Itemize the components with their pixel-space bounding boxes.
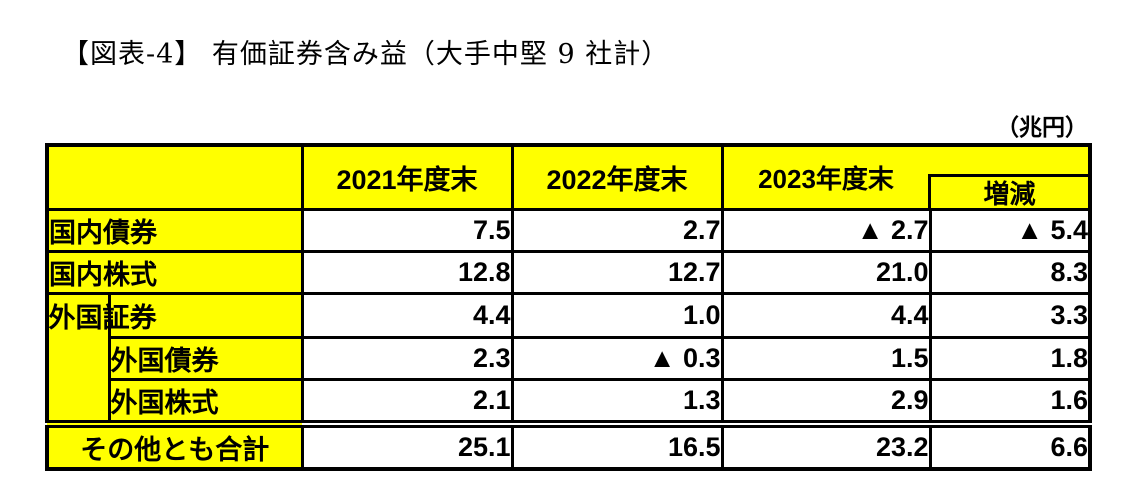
foreign-securities-label: 外国証券	[48, 302, 157, 333]
cell-value: 12.7	[510, 249, 724, 295]
cell-value: 2.3	[300, 335, 514, 381]
unit-label: （兆円）	[996, 114, 1088, 140]
cell-value: 23.2	[720, 419, 932, 470]
securities-gains-table: 2021年度末 2022年度末 2023年度末 増減 国内債券 7.5 2.7 …	[45, 143, 1092, 471]
cell-value: 25.1	[300, 419, 514, 470]
cell-value: 7.5	[300, 207, 514, 253]
row-label-domestic-bonds: 国内債券	[45, 207, 304, 253]
cell-value: ▲ 5.4	[928, 207, 1092, 253]
table-row-domestic-stocks: 国内株式 12.8 12.7 21.0 8.3	[45, 249, 1092, 295]
cell-value: 1.8	[928, 335, 1092, 381]
row-label-total: その他とも合計	[45, 419, 304, 470]
cell-value: 2.7	[510, 207, 724, 253]
cell-value: 1.3	[510, 377, 724, 425]
header-2022: 2022年度末	[510, 143, 724, 211]
cell-value: 2.1	[300, 377, 514, 425]
table-row-total: その他とも合計 25.1 16.5 23.2 6.6	[45, 419, 1092, 470]
cell-value: 4.4	[300, 291, 514, 339]
cell-value: 16.5	[510, 419, 724, 470]
cell-value: ▲ 2.7	[720, 207, 932, 253]
cell-value: 1.6	[928, 377, 1092, 425]
table-row-foreign-stocks: 外国株式 2.1 1.3 2.9 1.6	[47, 377, 1092, 425]
cell-value: 2.9	[720, 377, 932, 425]
cell-value: 12.8	[300, 249, 514, 295]
table-row-foreign-bonds: 外国債券 2.3 ▲ 0.3 1.5 1.8	[47, 335, 1092, 381]
cell-value: ▲ 0.3	[510, 335, 724, 381]
cell-value: 1.0	[510, 291, 724, 339]
row-label-domestic-stocks: 国内株式	[45, 249, 304, 295]
cell-value: 3.3	[928, 291, 1092, 339]
row-label-foreign-bonds: 外国債券	[107, 335, 304, 381]
header-zougen: 増減	[928, 173, 1088, 209]
table-row-domestic-bonds: 国内債券 7.5 2.7 ▲ 2.7 ▲ 5.4	[45, 207, 1092, 253]
cell-value: 6.6	[928, 419, 1092, 470]
header-empty-cell	[45, 143, 304, 211]
table-row-foreign-securities: 外国証券 4.4 1.0 4.4 3.3	[45, 291, 1092, 425]
row-label-foreign-securities: 外国証券	[49, 291, 304, 339]
row-label-foreign-stocks: 外国株式	[107, 377, 304, 425]
indent-strip	[45, 291, 111, 425]
cell-value: 21.0	[720, 249, 932, 295]
header-row: 2021年度末 2022年度末 2023年度末 増減	[45, 143, 1092, 211]
cell-value: 8.3	[928, 249, 1092, 295]
cell-value: 1.5	[720, 335, 932, 381]
figure-title: 【図表-4】 有価証券含み益（大手中堅 9 社計）	[62, 39, 670, 70]
header-2021: 2021年度末	[300, 143, 514, 211]
header-2023: 2023年度末 増減	[720, 143, 1092, 211]
header-2023-label: 2023年度末	[758, 163, 894, 194]
cell-value: 4.4	[720, 291, 932, 339]
